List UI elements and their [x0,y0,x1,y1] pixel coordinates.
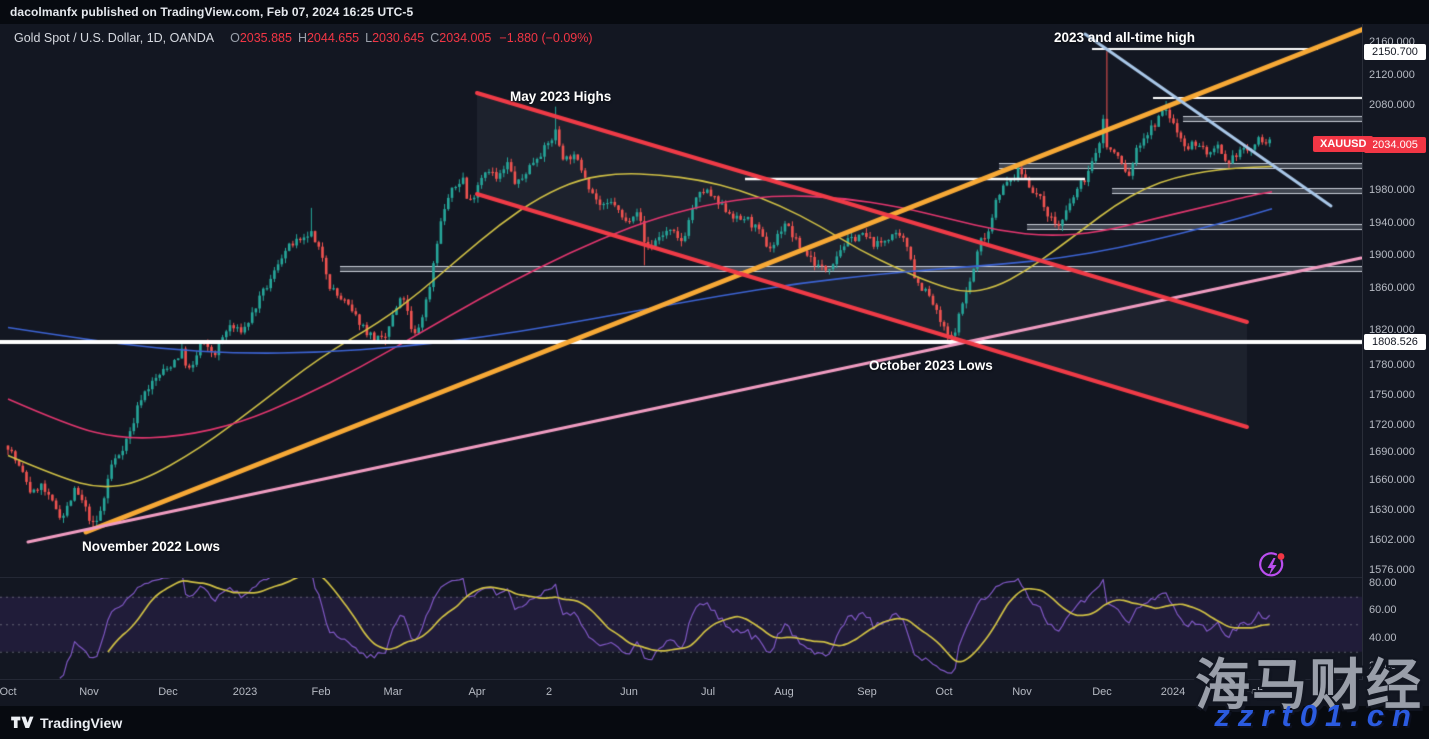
legend-ohlc-value: 2034.005 [439,31,492,45]
legend-ohlc-key: C [430,31,440,45]
price-tick-label: 1602.000 [1369,534,1415,546]
symbol-price-badge: XAUUSD [1313,136,1374,152]
price-axis[interactable]: 2160.000 2120.000 2080.000 1980.000 1940.000… [1362,24,1429,680]
time-tick-label: Feb [1244,686,1264,698]
rsi-pane-separator[interactable] [0,679,1429,680]
publisher-text: dacolmanfx published on TradingView.com,… [10,5,414,19]
flash-ideas-icon[interactable] [1256,550,1288,584]
chart-annotation: May 2023 Highs [510,89,612,104]
legend-symbol: Gold Spot / U.S. Dollar, 1D, OANDA [14,31,215,45]
chart-annotation: November 2022 Lows [82,539,221,554]
price-axis-badge: 2150.700 [1364,44,1426,60]
time-tick-label: Dec [158,686,178,698]
price-tick-label: 1690.000 [1369,446,1415,458]
price-tick-label: 1720.000 [1369,419,1415,431]
price-tick-label: 1820.000 [1369,324,1415,336]
legend-ohlc-key: H [297,31,307,45]
price-tick-label: 1940.000 [1369,217,1415,229]
time-tick-label: 2023 [232,686,258,698]
legend-ohlc: O2035.885 H2044.655 L2030.645 C2034.005 [224,31,491,45]
time-tick-label: Oct [0,686,17,698]
price-tick-label: 1860.000 [1369,282,1415,294]
time-tick-label: Oct [935,686,953,698]
time-tick-label: Dec [1092,686,1112,698]
time-tick-label: Jul [700,686,716,698]
time-axis[interactable]: Oct Nov Dec 2023 Feb Mar Apr 2 Jun Jul Aug Sep Oct No… [0,680,1429,706]
price-tick-label: 2080.000 [1369,99,1415,111]
time-tick-label: Jun [620,686,638,698]
rsi-chart-canvas[interactable] [0,578,1362,680]
time-tick-label: 2024 [1160,686,1186,698]
legend-ohlc-key: L [365,31,373,45]
time-tick-label: Feb [311,686,331,698]
legend-ohlc-value: 2044.655 [306,31,360,45]
legend-ohlc-value: 2030.645 [372,31,425,45]
time-tick-label: 2 [545,686,553,698]
price-tick-label: 60.00 [1369,604,1397,616]
price-tick-label: 1576.000 [1369,564,1415,576]
price-tick-label: 2120.000 [1369,69,1415,81]
price-tick-label: 20.00 [1369,660,1397,672]
publisher-bar: dacolmanfx published on TradingView.com,… [0,0,1429,24]
time-tick-label: Nov [79,686,99,698]
time-tick-label: Mar [1317,686,1337,698]
legend-ohlc-key: O [230,31,240,45]
legend-change: −1.880 (−0.09%) [499,31,593,45]
price-chart-canvas[interactable] [0,24,1362,578]
price-tick-label: 1900.000 [1369,249,1415,261]
chart-legend: Gold Spot / U.S. Dollar, 1D, OANDA O2035.… [14,31,593,45]
price-axis-badge: 1808.526 [1364,334,1426,350]
pane-separator[interactable] [0,577,1429,578]
price-tick-label: 80.00 [1369,577,1397,589]
tradingview-logo-icon [11,716,34,728]
time-tick-label: Aug [774,686,794,698]
time-tick-label: Nov [1012,686,1032,698]
watermark-url: zzrt01.cn [1214,698,1419,733]
price-tick-label: 40.00 [1369,632,1397,644]
chart-annotation: 2023 and all-time high [1054,30,1196,45]
time-tick-label: Sep [857,686,877,698]
price-tick-label: 1750.000 [1369,389,1415,401]
chart-annotation: October 2023 Lows [869,358,993,373]
legend-ohlc-value: 2035.885 [239,31,292,45]
tradingview-logo[interactable]: TradingView [10,715,122,731]
price-tick-label: 1630.000 [1369,504,1415,516]
footer-bar: TradingView [0,706,1429,739]
price-tick-label: 1660.000 [1369,474,1415,486]
time-tick-label: Mar [383,686,403,698]
watermark-cjk: 海马财经 [1194,653,1423,717]
price-tick-label: 1980.000 [1369,184,1415,196]
price-tick-label: 1780.000 [1369,359,1415,371]
tradingview-logo-text: TradingView [40,714,123,731]
time-tick-label: Apr [468,686,486,698]
price-axis-badge: 2034.005 [1364,137,1426,153]
